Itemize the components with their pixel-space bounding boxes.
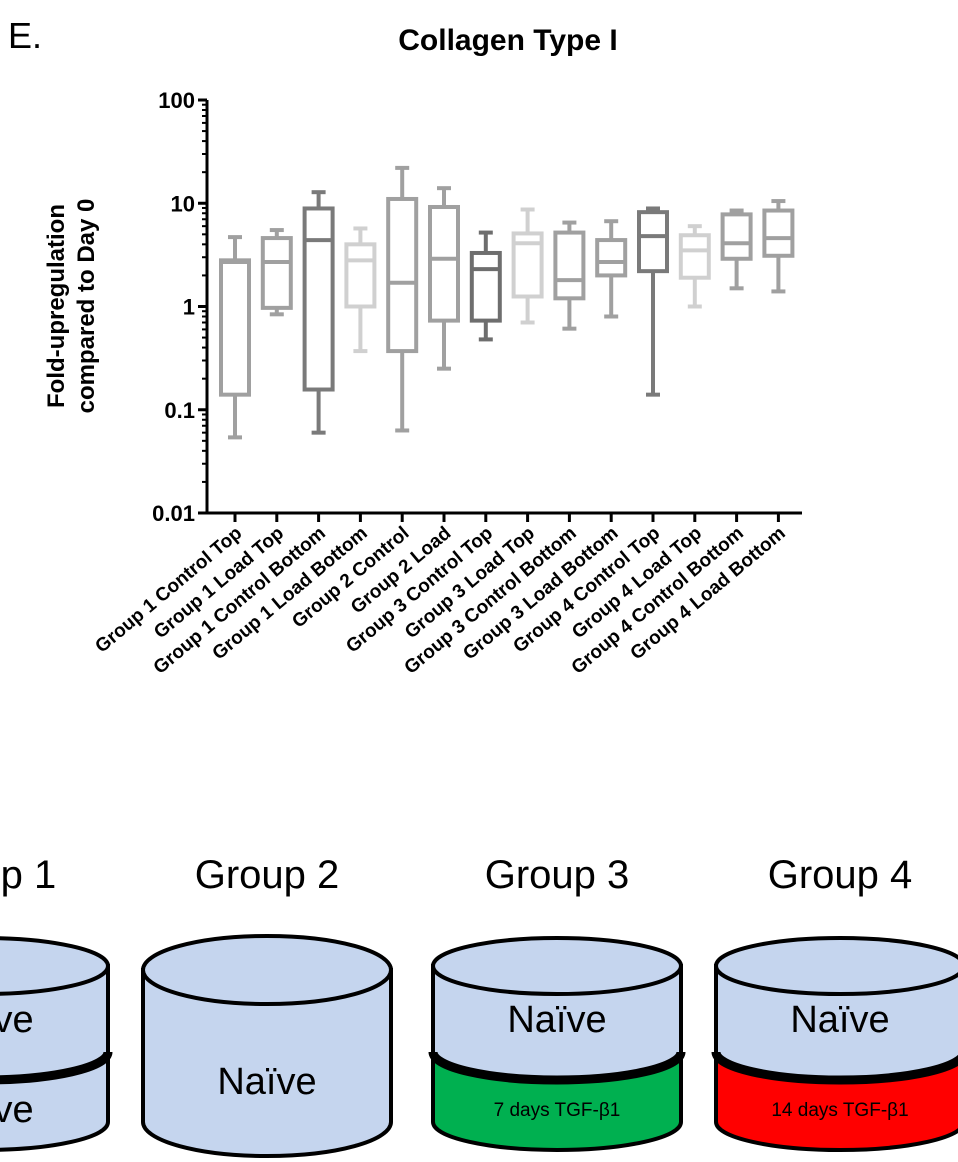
layer-label: Naïve <box>790 999 889 1041</box>
cylinder-body <box>141 968 393 1158</box>
box-group <box>386 165 419 433</box>
box-group <box>553 220 586 331</box>
y-axis-label: Fold-upregulation <box>43 204 70 408</box>
cylinder-top <box>714 936 958 996</box>
cylinder-top <box>0 936 110 996</box>
y-tick-label: 100 <box>158 88 195 113</box>
box <box>678 233 711 280</box>
box-group <box>511 207 544 325</box>
box-group <box>678 224 711 309</box>
layer-label: Naïve <box>217 1061 316 1103</box>
divider <box>0 1051 113 1085</box>
box-group <box>260 228 293 317</box>
group-label: Group 3 <box>485 853 630 897</box>
cylinder-bottom <box>0 1051 110 1152</box>
box-group <box>302 190 335 435</box>
layer-label: Naïve <box>0 999 34 1041</box>
box <box>553 230 586 301</box>
box-group <box>762 199 795 294</box>
box <box>302 206 335 392</box>
layer-label: Naïve <box>0 1089 34 1131</box>
group-label: Group 1 <box>0 853 56 897</box>
box <box>428 204 460 323</box>
box <box>720 212 753 261</box>
box <box>344 242 377 309</box>
x-tick-label: Group 1 Control Bottom <box>150 523 330 679</box>
divider <box>428 1051 686 1085</box>
group-label: Group 4 <box>768 853 913 897</box>
box-group <box>469 230 502 342</box>
box-group <box>428 186 460 371</box>
y-tick-label: 0.1 <box>164 398 195 423</box>
divider <box>711 1051 958 1085</box>
box-group <box>720 208 753 291</box>
layer-label: Naïve <box>507 999 606 1041</box>
box <box>762 208 795 258</box>
box-group <box>637 206 669 397</box>
box <box>637 210 669 274</box>
box <box>260 236 293 310</box>
group-label: Group 2 <box>195 853 340 897</box>
box <box>469 250 502 323</box>
y-axis-label: compared to Day 0 <box>73 199 100 414</box>
box <box>219 258 251 397</box>
y-tick-label: 0.01 <box>152 501 195 526</box>
y-tick-label: 1 <box>183 295 195 320</box>
box <box>595 238 628 278</box>
layer-label: 14 days TGF-β1 <box>771 1100 908 1121</box>
chart-title: Collagen Type I <box>398 24 617 57</box>
cylinder-top <box>431 936 683 996</box>
panel-label: E. <box>8 15 42 56</box>
box-group <box>219 235 251 440</box>
layer-label: 7 days TGF-β1 <box>494 1100 621 1121</box>
box-group <box>344 226 377 354</box>
y-tick-label: 10 <box>171 191 195 216</box>
box <box>386 196 419 354</box>
box-group <box>595 219 628 319</box>
cylinder-top <box>141 934 393 1006</box>
